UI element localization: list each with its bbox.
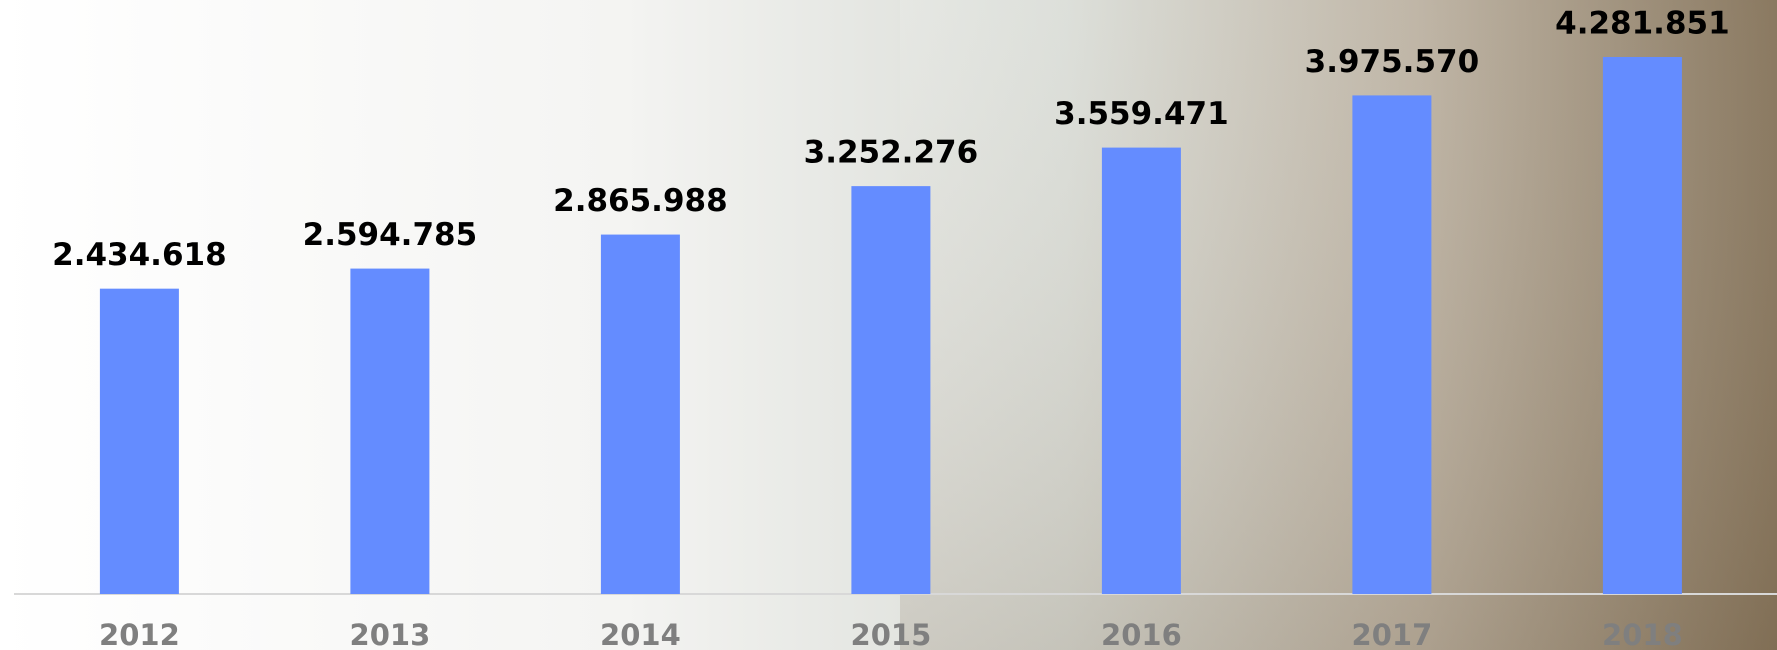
x-tick-label: 2017 xyxy=(1352,618,1433,650)
bar xyxy=(851,186,931,595)
x-tick-label: 2014 xyxy=(600,618,681,650)
x-tick-label: 2018 xyxy=(1602,618,1683,650)
x-tick-label: 2012 xyxy=(99,618,180,650)
x-tick-label: 2015 xyxy=(851,618,932,650)
bar xyxy=(99,288,179,594)
bar xyxy=(350,268,430,594)
x-tick-label: 2013 xyxy=(350,618,431,650)
bar xyxy=(1352,95,1432,595)
value-label: 2.434.618 xyxy=(52,237,227,273)
value-label: 4.281.851 xyxy=(1555,6,1730,42)
bar xyxy=(1101,147,1181,594)
value-label: 3.559.471 xyxy=(1054,96,1229,132)
bar xyxy=(600,234,680,595)
value-label: 2.865.988 xyxy=(553,183,728,219)
value-label: 3.975.570 xyxy=(1305,44,1480,80)
value-label: 3.252.276 xyxy=(804,135,979,171)
value-label: 2.594.785 xyxy=(303,217,478,253)
bar xyxy=(1602,57,1682,594)
x-tick-label: 2016 xyxy=(1101,618,1182,650)
